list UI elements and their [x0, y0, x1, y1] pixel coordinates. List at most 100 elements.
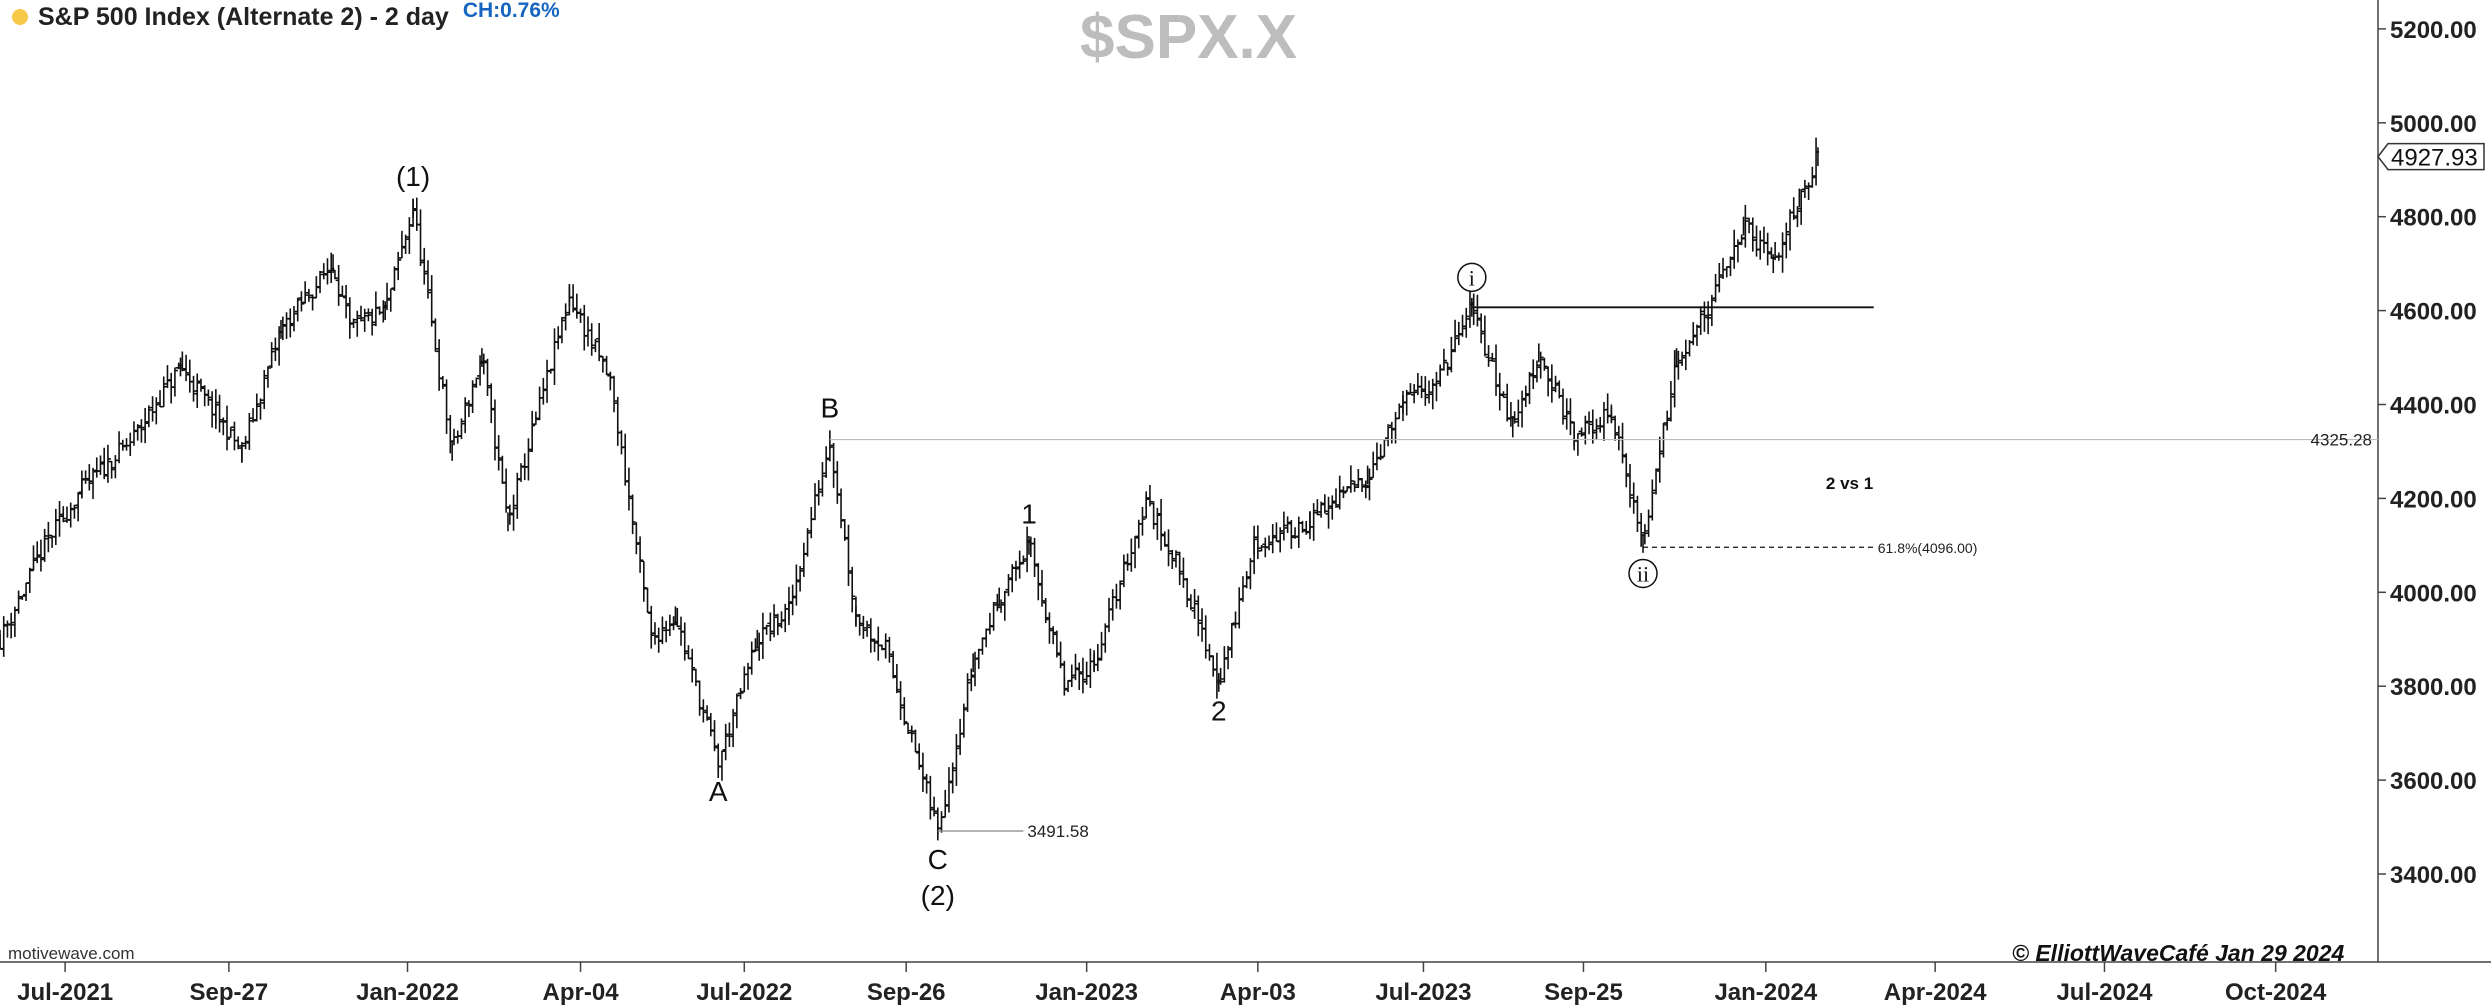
ohlc-bar [1366, 468, 1373, 501]
ohlc-bar [811, 483, 818, 521]
ohlc-bar [1046, 612, 1053, 644]
ohlc-bar [1392, 411, 1399, 444]
ohlc-bar [1753, 225, 1760, 257]
ohlc-bar [1727, 256, 1734, 277]
ohlc-bar [1377, 444, 1384, 461]
level-label: 4325.28 [2311, 431, 2372, 450]
ohlc-bar [231, 421, 238, 451]
ohlc-bar [611, 375, 618, 413]
x-tick-label: Jul-2022 [696, 979, 792, 1006]
ohlc-bar [484, 358, 491, 396]
ohlc-bar [350, 318, 357, 328]
ohlc-bar [1757, 230, 1764, 260]
ohlc-bar [1626, 464, 1633, 508]
ohlc-bar [1649, 479, 1656, 521]
ohlc-bar [745, 662, 752, 690]
wave-label: B [821, 393, 840, 424]
ohlc-bar [819, 462, 826, 497]
ohlc-bar [1169, 550, 1176, 570]
ohlc-bar [733, 693, 740, 729]
ohlc-bar [424, 260, 431, 299]
ohlc-bar [406, 217, 413, 254]
ohlc-bar [506, 504, 513, 525]
ohlc-bar [1351, 480, 1358, 492]
ohlc-bar [413, 197, 420, 231]
ohlc-bar [1325, 496, 1332, 529]
ohlc-bar [1191, 589, 1198, 619]
ohlc-bar [145, 405, 152, 428]
ohlc-bar [1779, 232, 1786, 273]
ohlc-bar [1463, 307, 1470, 338]
ohlc-bar [1548, 364, 1555, 403]
ohlc-bar [1697, 306, 1704, 335]
ohlc-bar [867, 618, 874, 653]
ohlc-bar [1266, 535, 1273, 551]
ohlc-bar [227, 426, 234, 439]
ohlc-bar [1619, 422, 1626, 464]
ohlc-bar [514, 472, 521, 519]
wave-circle [1457, 262, 1487, 293]
ohlc-bar [1098, 631, 1105, 661]
ohlc-bar [1318, 501, 1325, 518]
ohlc-bar [1742, 204, 1749, 248]
ohlc-bar [651, 622, 658, 645]
ohlc-bar [1310, 503, 1317, 541]
ohlc-bar [953, 733, 960, 786]
ohlc-bar [1411, 384, 1418, 404]
ohlc-bar [153, 397, 160, 425]
ohlc-bar [298, 291, 305, 312]
ohlc-bar [1604, 393, 1611, 424]
ohlc-bar [1172, 550, 1179, 568]
ohlc-bar [8, 612, 15, 639]
copyright-label: © ElliottWaveCafé Jan 29 2024 [2012, 940, 2345, 966]
ohlc-bar [1716, 263, 1723, 293]
ohlc-bar [123, 438, 130, 451]
ohlc-bar [1656, 436, 1663, 483]
ohlc-bar [142, 408, 149, 444]
ohlc-bar [1020, 555, 1027, 565]
ohlc-bar [737, 688, 744, 700]
y-tick-label: 4600.00 [2390, 299, 2477, 326]
ohlc-bar [242, 435, 249, 450]
ohlc-bar [763, 624, 770, 635]
ohlc-bar [1273, 522, 1280, 542]
ohlc-bar [1154, 507, 1161, 540]
ohlc-bar [1105, 597, 1112, 633]
ohlc-bar [577, 308, 584, 323]
ohlc-bar [0, 616, 7, 657]
ohlc-bar [625, 467, 632, 511]
chart-title: S&P 500 Index (Alternate 2) - 2 day [38, 2, 449, 31]
ohlc-bar [1496, 372, 1503, 411]
ohlc-bar [1526, 371, 1533, 405]
ohlc-bar [205, 389, 212, 406]
ohlc-bar [376, 306, 383, 316]
ohlc-bar [1344, 486, 1351, 493]
ohlc-bar [402, 234, 409, 255]
ohlc-bar [1039, 570, 1045, 607]
ohlc-bar [573, 293, 580, 319]
ohlc-bar [823, 446, 830, 478]
wave-label: (2) [921, 880, 955, 911]
ohlc-bar [603, 355, 610, 376]
ohlc-bar [525, 438, 532, 481]
ohlc-bar [752, 638, 759, 652]
ohlc-bar [897, 681, 904, 720]
ohlc-bar [1012, 560, 1019, 582]
ohlc-bar [759, 612, 766, 659]
ohlc-bar [1504, 383, 1511, 422]
ohlc-bar [246, 413, 253, 450]
ohlc-bar [1708, 294, 1715, 326]
ohlc-bar [503, 468, 510, 513]
ohlc-bar [168, 372, 175, 404]
ohlc-bar [1478, 313, 1485, 344]
ohlc-bar [398, 230, 405, 259]
ohlc-bar [633, 522, 640, 555]
ohlc-bar [1764, 232, 1771, 266]
ohlc-bar [287, 308, 294, 338]
ohlc-bar [1083, 661, 1090, 685]
ohlc-bar [335, 265, 342, 306]
ohlc-bar [1072, 653, 1079, 681]
ohlc-bar [1284, 516, 1291, 534]
ohlc-bar [1723, 266, 1730, 278]
